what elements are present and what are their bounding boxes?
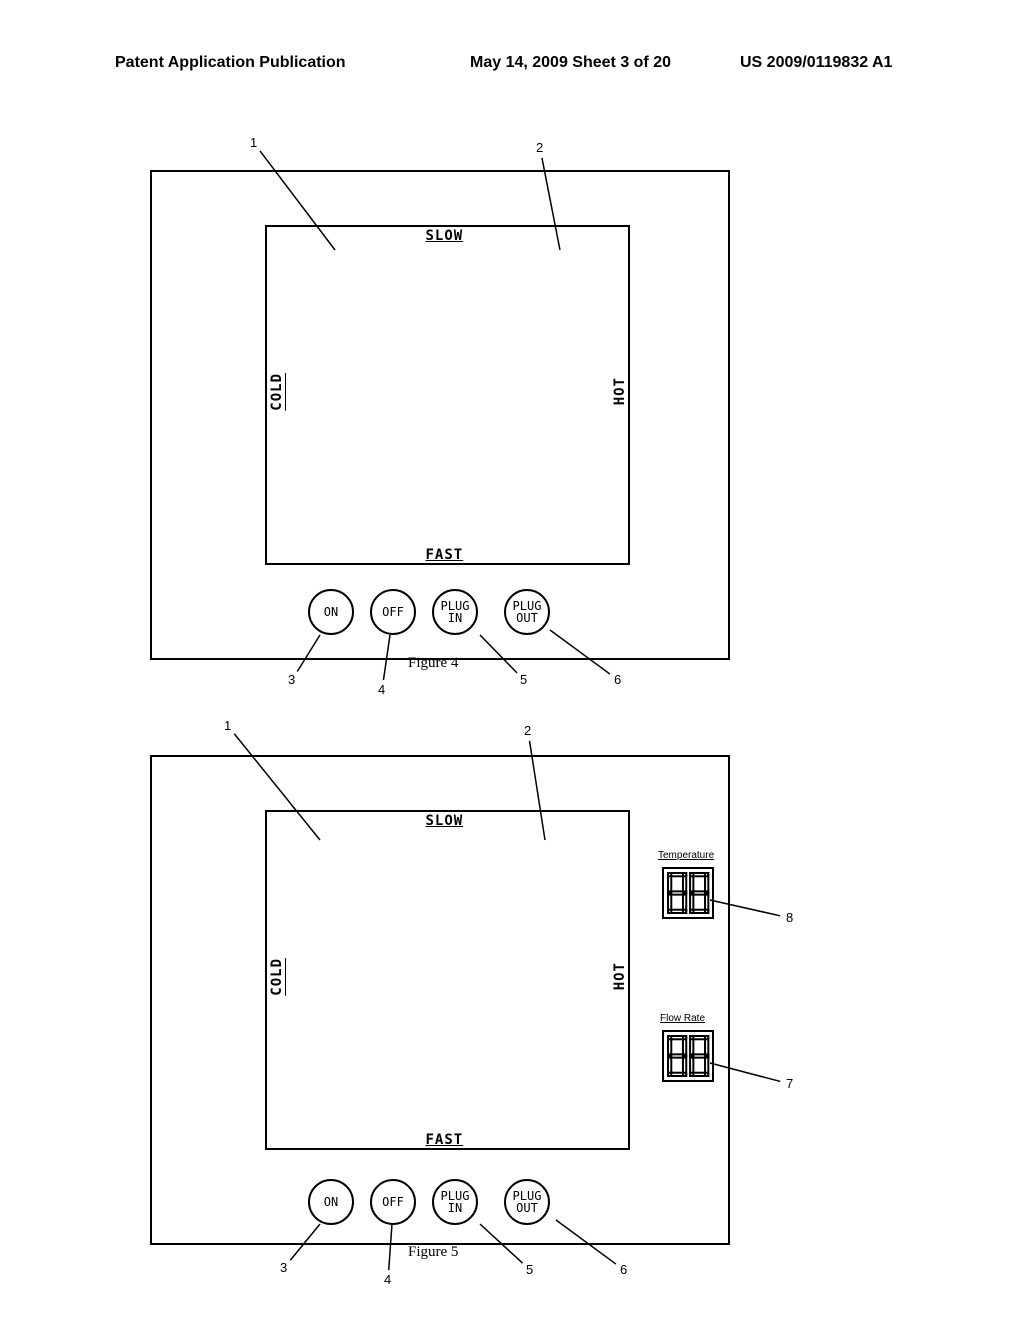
fig4-label-slow: SLOW bbox=[426, 228, 464, 244]
fig5-temp-label: Temperature bbox=[658, 850, 714, 861]
fig5-label-fast: FAST bbox=[426, 1132, 464, 1148]
header-pubnum: US 2009/0119832 A1 bbox=[740, 54, 892, 72]
fig5-touch-surface[interactable] bbox=[265, 810, 630, 1150]
fig5-ref-5: 5 bbox=[526, 1262, 533, 1277]
fig5-label-hot: HOT bbox=[612, 962, 628, 990]
fig5-flow-label: Flow Rate bbox=[660, 1013, 705, 1024]
fig5-plug-in-button[interactable]: PLUGIN bbox=[432, 1179, 478, 1225]
fig4-ref-1: 1 bbox=[250, 135, 257, 150]
fig4-off-button[interactable]: OFF bbox=[370, 589, 416, 635]
fig5-ref-6: 6 bbox=[620, 1262, 627, 1277]
fig4-label-cold: COLD bbox=[269, 373, 285, 411]
fig4-plug-out-button[interactable]: PLUGOUT bbox=[504, 589, 550, 635]
fig4-label-hot: HOT bbox=[612, 377, 628, 405]
fig5-temp-display bbox=[662, 867, 714, 919]
fig5-ref-2: 2 bbox=[524, 723, 531, 738]
header-sheet: May 14, 2009 Sheet 3 of 20 bbox=[470, 54, 671, 72]
fig4-label-fast: FAST bbox=[426, 547, 464, 563]
fig4-touch-surface[interactable] bbox=[265, 225, 630, 565]
fig4-ref-3: 3 bbox=[288, 672, 295, 687]
fig5-ref-8: 8 bbox=[786, 910, 793, 925]
fig5-ref-1: 1 bbox=[224, 718, 231, 733]
fig4-caption: Figure 4 bbox=[408, 655, 458, 672]
fig5-label-cold: COLD bbox=[269, 958, 285, 996]
fig5-on-button[interactable]: ON bbox=[308, 1179, 354, 1225]
fig4-ref-6: 6 bbox=[614, 672, 621, 687]
fig5-off-button[interactable]: OFF bbox=[370, 1179, 416, 1225]
fig4-on-button[interactable]: ON bbox=[308, 589, 354, 635]
fig4-ref-2: 2 bbox=[536, 140, 543, 155]
fig4-plug-in-button[interactable]: PLUGIN bbox=[432, 589, 478, 635]
fig5-ref-7: 7 bbox=[786, 1076, 793, 1091]
header-left: Patent Application Publication bbox=[115, 54, 346, 72]
fig4-ref-5: 5 bbox=[520, 672, 527, 687]
fig5-plug-out-button[interactable]: PLUGOUT bbox=[504, 1179, 550, 1225]
fig4-ref-4: 4 bbox=[378, 682, 385, 697]
fig5-caption: Figure 5 bbox=[408, 1244, 458, 1261]
fig5-flow-display bbox=[662, 1030, 714, 1082]
fig5-label-slow: SLOW bbox=[426, 813, 464, 829]
fig5-ref-4: 4 bbox=[384, 1272, 391, 1287]
fig5-ref-3: 3 bbox=[280, 1260, 287, 1275]
